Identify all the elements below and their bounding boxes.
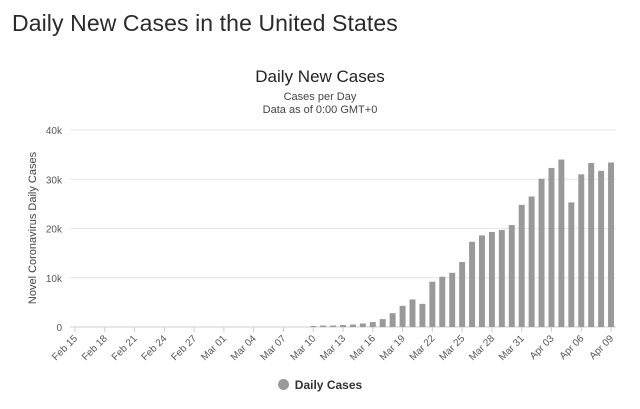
bar[interactable] <box>399 305 406 327</box>
legend[interactable]: Daily Cases <box>0 378 640 392</box>
bar[interactable] <box>449 272 456 327</box>
bar[interactable] <box>310 326 317 327</box>
bar[interactable] <box>558 159 565 327</box>
bars <box>310 159 615 328</box>
legend-label-daily-cases: Daily Cases <box>294 378 363 392</box>
bar[interactable] <box>479 235 485 327</box>
bar[interactable] <box>568 202 575 327</box>
legend-marker <box>277 379 289 390</box>
bar[interactable] <box>528 196 535 327</box>
x-tick-label: Mar 25 <box>437 333 467 363</box>
bar[interactable] <box>508 225 515 327</box>
x-tick-label: Feb 21 <box>110 333 140 363</box>
bar[interactable] <box>459 261 466 327</box>
page-heading: Daily New Cases in the United States <box>12 10 398 36</box>
bar[interactable] <box>320 325 327 327</box>
chart-title: Daily New Cases <box>255 67 385 86</box>
bar[interactable] <box>439 276 446 327</box>
bar[interactable] <box>359 323 366 327</box>
y-tick-label: 30k <box>46 175 63 186</box>
x-tick-label: Feb 18 <box>80 333 110 363</box>
bar[interactable] <box>469 241 476 327</box>
y-tick-label: 0 <box>56 323 62 334</box>
y-tick-label: 40k <box>46 126 63 137</box>
bar[interactable] <box>389 313 396 327</box>
chart-subtitle-units: Cases per Day <box>283 91 357 103</box>
x-tick-label: Apr 03 <box>528 333 557 362</box>
bar[interactable] <box>379 319 386 327</box>
y-tick-label: 20k <box>46 225 63 236</box>
x-tick-label: Feb 24 <box>140 333 170 363</box>
bar[interactable] <box>340 325 346 327</box>
bar[interactable] <box>598 170 605 327</box>
x-tick-label: Mar 04 <box>229 333 259 363</box>
x-tick-label: Apr 06 <box>558 333 587 362</box>
x-tick-label: Mar 01 <box>199 333 229 363</box>
bar[interactable] <box>419 303 426 327</box>
bar[interactable] <box>518 204 525 327</box>
x-tick-label: Mar 31 <box>497 333 527 363</box>
y-axis-ticks: 0 10k 20k 30k 40k <box>46 126 63 334</box>
chart-subtitle-date: Data as of 0:00 GMT+0 <box>262 104 378 116</box>
x-tick-label: Mar 13 <box>318 333 348 363</box>
x-tick-label: Mar 19 <box>378 333 408 363</box>
bar[interactable] <box>608 162 615 328</box>
bar[interactable] <box>538 178 545 327</box>
x-tick-label: Mar 16 <box>348 333 378 363</box>
bar[interactable] <box>330 325 337 327</box>
bar[interactable] <box>429 281 436 327</box>
bar[interactable] <box>548 167 555 327</box>
x-tick-label: Mar 28 <box>467 333 497 363</box>
bar[interactable] <box>588 163 595 327</box>
y-axis-label: Novel Coronavirus Daily Cases <box>27 151 39 304</box>
x-tick-label: Feb 15 <box>50 333 80 363</box>
bar[interactable] <box>349 324 356 327</box>
x-tick-label: Mar 10 <box>289 333 319 363</box>
bar[interactable] <box>488 231 495 327</box>
x-tick-label: Feb 27 <box>169 333 199 363</box>
x-tick-label: Mar 22 <box>408 333 438 363</box>
x-axis-ticks: Feb 15 Feb 18 Feb 21 Feb 24 Feb 27 Mar 01 Mar … <box>50 327 616 363</box>
bar[interactable] <box>498 229 505 327</box>
y-tick-label: 10k <box>46 274 63 285</box>
bar[interactable] <box>369 322 376 327</box>
bar[interactable] <box>578 174 585 327</box>
x-tick-label: Mar 07 <box>259 333 289 363</box>
x-tick-label: Apr 09 <box>588 333 617 362</box>
bar[interactable] <box>409 299 416 327</box>
